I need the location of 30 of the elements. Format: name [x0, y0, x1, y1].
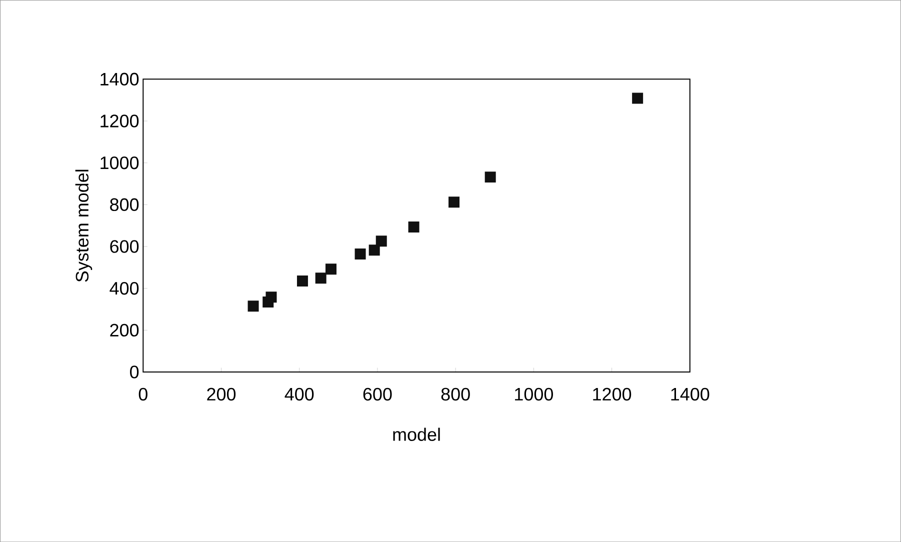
y-tick-label: 0 — [130, 366, 139, 378]
x-tick-label: 1400 — [671, 388, 710, 401]
point — [448, 196, 460, 208]
point — [368, 244, 380, 256]
point — [248, 300, 259, 312]
y-axis-title: System model — [75, 170, 92, 282]
x-tick-label: 800 — [441, 388, 470, 401]
x-tick-label: 0 — [138, 388, 148, 401]
x-tick-label: 1000 — [515, 388, 553, 401]
x-tick-label: 600 — [363, 388, 392, 401]
point — [266, 292, 277, 303]
x-tick-label: 1200 — [593, 388, 632, 401]
y-tick-label: 1400 — [100, 72, 139, 86]
y-tick-label: 200 — [110, 324, 139, 336]
point — [376, 236, 387, 246]
y-tick-label: 1200 — [100, 114, 139, 128]
x-tick-label: 200 — [207, 388, 236, 401]
y-tick-label: 600 — [110, 240, 139, 253]
y-tick-label: 400 — [110, 282, 139, 295]
point — [632, 92, 644, 104]
point — [408, 221, 420, 232]
point — [315, 272, 326, 284]
point — [354, 248, 366, 260]
y-tick-label: 1000 — [100, 156, 139, 170]
x-axis-title: model — [393, 428, 440, 441]
point — [484, 171, 496, 182]
point — [325, 264, 336, 275]
point — [296, 275, 308, 286]
x-tick-label: 400 — [284, 388, 314, 401]
y-tick-label: 800 — [110, 198, 139, 211]
